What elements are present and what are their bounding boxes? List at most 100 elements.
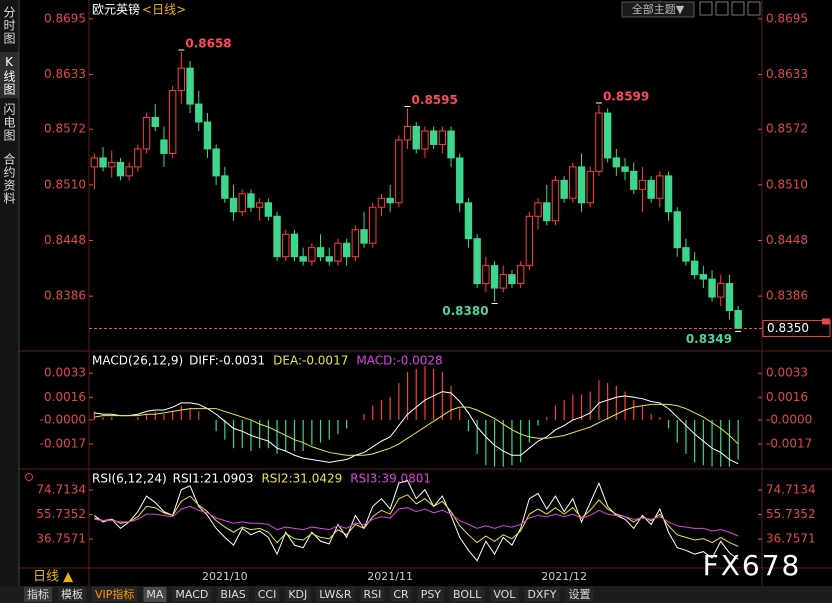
candle-body xyxy=(421,130,429,150)
candle-body xyxy=(551,179,560,222)
candle-body xyxy=(160,139,168,154)
toolbar-button[interactable] xyxy=(254,587,280,602)
candle-body xyxy=(99,157,107,168)
toolbar-label[interactable]: RSI xyxy=(363,588,381,601)
sidebar-tab[interactable]: 合约资料 xyxy=(2,152,16,205)
toolbar-button[interactable] xyxy=(450,587,485,602)
icon-button[interactable] xyxy=(715,1,729,16)
toolbar-label[interactable]: LW&R xyxy=(319,588,352,601)
y-tick-label: 0.8633 xyxy=(44,67,86,81)
toolbar-button[interactable] xyxy=(524,587,560,602)
theme-button[interactable] xyxy=(621,1,695,18)
toolbar-label[interactable]: VOL xyxy=(493,588,516,601)
toolbar-button[interactable] xyxy=(217,587,249,602)
y-tick-label: 74.7134 xyxy=(36,482,86,496)
icon-button[interactable] xyxy=(731,1,745,16)
toolbar-button[interactable] xyxy=(316,587,355,602)
y-tick-label: 0.8448 xyxy=(44,233,86,247)
sidebar-tab[interactable]: 闪电图 xyxy=(2,103,16,142)
candle-body xyxy=(734,310,742,329)
candle-body xyxy=(638,179,647,190)
annotation-label: 0.8658 xyxy=(185,37,231,51)
candle-body xyxy=(134,148,142,168)
toolbar-label[interactable]: CR xyxy=(393,588,409,601)
candle-body xyxy=(612,157,621,168)
candle-body xyxy=(656,175,664,199)
toolbar-button[interactable] xyxy=(390,587,412,602)
toolbar-button[interactable] xyxy=(24,587,52,602)
toolbar-button[interactable] xyxy=(417,587,445,602)
candle-body xyxy=(543,202,551,222)
candle-body xyxy=(168,90,177,154)
candle-body xyxy=(490,265,499,289)
toolbar-button[interactable] xyxy=(143,587,167,602)
toolbar-label[interactable]: BOLL xyxy=(453,588,482,601)
candle-body xyxy=(334,242,342,262)
candle-body xyxy=(464,202,473,240)
candle-body xyxy=(264,202,273,217)
candle-body xyxy=(186,67,194,105)
annotation-label: 0.8380 xyxy=(442,304,488,318)
toolbar-label[interactable]: 设置 xyxy=(569,588,591,601)
toolbar-label[interactable]: MACD xyxy=(175,588,208,601)
y-tick-label: 0.8510 xyxy=(44,177,86,191)
toolbar-label[interactable]: 模板 xyxy=(61,587,83,601)
y-tick-label-right: 0.8695 xyxy=(766,11,808,25)
candle-body xyxy=(429,130,438,145)
toolbar-button[interactable] xyxy=(285,587,311,602)
candle-body xyxy=(473,238,481,285)
toolbar-label[interactable]: BIAS xyxy=(220,588,245,601)
y-tick-label: -0.0000 xyxy=(40,412,86,426)
sidebar-tab[interactable]: K线图 xyxy=(2,55,16,96)
toolbar-button[interactable] xyxy=(172,587,212,602)
chart-title: 欧元英镑 xyxy=(92,2,140,17)
period-switch[interactable]: 日线 ▲ xyxy=(33,570,73,585)
candle-body xyxy=(725,283,734,312)
candle-body xyxy=(673,211,681,249)
sidebar xyxy=(0,0,19,586)
toolbar-label[interactable]: CCI xyxy=(258,588,277,601)
candle-body xyxy=(690,260,699,276)
sidebar-tab[interactable]: 分时图 xyxy=(2,6,16,45)
series-line xyxy=(94,505,739,537)
active-tab-bg xyxy=(0,52,19,98)
candle-body xyxy=(238,193,246,213)
theme-button-label[interactable]: 全部主题▼ xyxy=(632,2,685,16)
toolbar-label[interactable]: 指标 xyxy=(27,587,49,601)
watermark: FX678 xyxy=(703,549,802,582)
toolbar-button[interactable] xyxy=(58,587,86,602)
candle-body xyxy=(630,170,638,190)
candle-body xyxy=(499,274,507,289)
legend-entry: MACD:-0.0028 xyxy=(356,354,442,368)
toolbar-button[interactable] xyxy=(360,587,385,602)
candle-body xyxy=(508,274,516,285)
toolbar-label[interactable]: DXFY xyxy=(527,588,556,601)
toolbar-label[interactable]: KDJ xyxy=(288,588,307,601)
toolbar-button[interactable] xyxy=(92,587,138,602)
annotation-label: 0.8595 xyxy=(412,93,458,107)
candle-body xyxy=(621,166,629,172)
toolbar-label[interactable]: VIP指标 xyxy=(95,587,134,601)
toolbar-button[interactable] xyxy=(565,587,594,602)
icon-button[interactable] xyxy=(747,1,761,16)
y-tick-label: 36.7571 xyxy=(36,532,86,546)
toolbar-label[interactable]: PSY xyxy=(421,588,442,601)
settings-icon[interactable] xyxy=(25,473,33,481)
candle-body xyxy=(699,274,708,280)
candle-body xyxy=(212,148,220,177)
y-tick-label: 0.0016 xyxy=(44,390,86,404)
candle-body xyxy=(282,233,290,258)
candle-body xyxy=(664,175,673,213)
y-tick-label-right: -0.0000 xyxy=(766,412,812,426)
candle-body xyxy=(308,247,316,262)
candle-body xyxy=(116,161,125,177)
candle-body xyxy=(577,166,586,204)
candle-body xyxy=(647,179,655,199)
series-line xyxy=(94,494,739,547)
y-tick-label-right: 0.8386 xyxy=(766,289,808,303)
toolbar-label[interactable]: MA xyxy=(146,588,163,601)
candle-body xyxy=(386,197,394,204)
icon-button[interactable] xyxy=(699,1,713,16)
candle-body xyxy=(569,166,577,199)
toolbar-button[interactable] xyxy=(490,587,519,602)
